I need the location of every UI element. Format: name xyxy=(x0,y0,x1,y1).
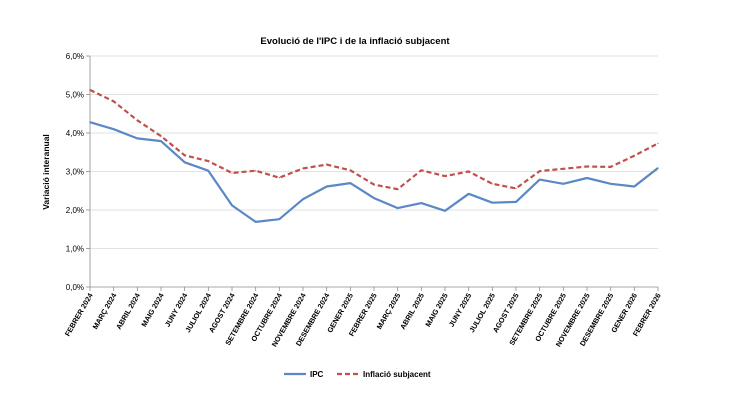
data-point-ipc xyxy=(160,140,162,142)
x-tick-label: ABRIL 2024 xyxy=(114,291,142,331)
data-point-ipc xyxy=(539,178,541,181)
y-tick-label: 2,0% xyxy=(66,206,84,215)
data-point-inflaci-subjacent xyxy=(349,169,351,171)
chart-title: Evolució de l'IPC i de la inflació subja… xyxy=(260,36,450,47)
data-point-ipc xyxy=(231,204,233,206)
data-point-ipc xyxy=(491,202,493,204)
data-point-ipc xyxy=(610,183,612,185)
series-line-ipc xyxy=(89,121,659,223)
y-tick-label: 4,0% xyxy=(66,129,84,138)
data-point-inflaci-subjacent xyxy=(491,183,493,185)
data-point-inflaci-subjacent xyxy=(420,169,422,171)
data-point-inflaci-subjacent xyxy=(231,172,233,174)
data-point-ipc xyxy=(633,185,635,188)
data-point-inflaci-subjacent xyxy=(444,175,446,177)
y-tick-label: 6,0% xyxy=(66,52,84,61)
data-point-inflaci-subjacent xyxy=(539,170,541,172)
y-tick-label: 1,0% xyxy=(66,245,84,254)
data-point-inflaci-subjacent xyxy=(326,163,328,166)
grid xyxy=(90,55,658,249)
data-point-inflaci-subjacent xyxy=(586,165,588,168)
axes xyxy=(86,55,659,291)
y-tick-label: 5,0% xyxy=(66,91,84,100)
series xyxy=(89,88,659,223)
data-point-ipc xyxy=(657,167,659,169)
data-point-ipc xyxy=(562,183,564,185)
data-point-inflaci-subjacent xyxy=(207,160,209,162)
data-point-ipc xyxy=(255,221,257,223)
data-point-inflaci-subjacent xyxy=(373,183,375,186)
y-tick-label: 0,0% xyxy=(66,283,84,292)
data-point-ipc xyxy=(89,121,91,123)
data-point-inflaci-subjacent xyxy=(610,166,612,168)
series-line-inflaci-subjacent xyxy=(89,88,659,191)
x-tick-label: JUNY 2024 xyxy=(163,291,190,329)
legend-label-ipc: IPC xyxy=(310,370,324,379)
y-ticks: 0,0% 1,0% 2,0% 3,0% 4,0% 5,0% 6,0% xyxy=(66,52,84,292)
data-point-inflaci-subjacent xyxy=(515,187,517,190)
data-point-inflaci-subjacent xyxy=(302,167,304,170)
legend: IPC Inflació subjacent xyxy=(284,370,431,379)
data-point-inflaci-subjacent xyxy=(468,170,470,173)
y-tick-label: 3,0% xyxy=(66,168,84,177)
data-point-ipc xyxy=(326,185,328,188)
data-point-inflaci-subjacent xyxy=(278,177,280,179)
data-point-ipc xyxy=(349,182,351,184)
y-axis-label: Variació interanual xyxy=(41,134,51,210)
data-point-ipc xyxy=(515,201,517,203)
data-point-ipc xyxy=(420,202,422,204)
x-tick-label: MAIG 2025 xyxy=(423,292,449,329)
data-point-inflaci-subjacent xyxy=(255,170,257,172)
data-point-ipc xyxy=(397,207,399,209)
data-point-ipc xyxy=(444,210,446,212)
x-tick-label: MAIG 2024 xyxy=(139,291,166,329)
data-point-ipc xyxy=(468,193,470,195)
x-tick-label: JUNY 2025 xyxy=(447,292,474,329)
data-point-ipc xyxy=(302,198,304,200)
data-point-inflaci-subjacent xyxy=(136,119,138,121)
data-point-inflaci-subjacent xyxy=(562,168,564,170)
data-point-inflaci-subjacent xyxy=(89,89,91,91)
x-tick-label: ABRIL 2025 xyxy=(398,292,426,332)
data-point-ipc xyxy=(586,177,588,179)
data-point-ipc xyxy=(184,161,186,163)
data-point-ipc xyxy=(207,170,209,172)
data-point-ipc xyxy=(373,197,375,199)
data-point-inflaci-subjacent xyxy=(397,188,399,190)
data-point-ipc xyxy=(113,128,115,130)
data-point-inflaci-subjacent xyxy=(160,135,162,137)
data-point-inflaci-subjacent xyxy=(184,154,186,156)
data-point-inflaci-subjacent xyxy=(633,155,635,157)
legend-label-inflaci-subjacent: Inflació subjacent xyxy=(363,370,431,379)
data-point-inflaci-subjacent xyxy=(657,142,659,144)
data-point-ipc xyxy=(136,137,138,139)
data-point-ipc xyxy=(278,218,280,220)
data-point-inflaci-subjacent xyxy=(113,100,115,103)
x-tick-label: FEBRER 2024 xyxy=(63,291,95,338)
